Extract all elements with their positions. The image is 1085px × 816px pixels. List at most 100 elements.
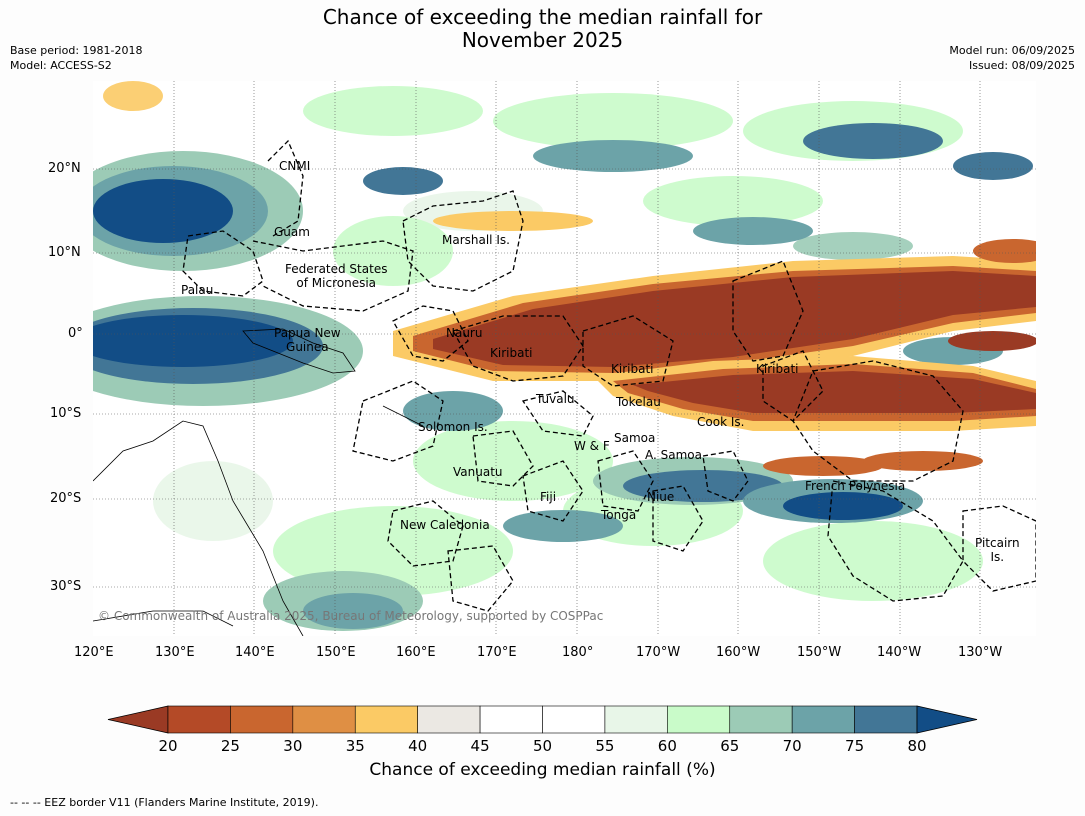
lon-label-160e: 160°E bbox=[396, 645, 436, 660]
label-cnmi: CNMI bbox=[279, 159, 310, 173]
meta-right: Model run: 06/09/2025 Issued: 08/09/2025 bbox=[949, 43, 1075, 73]
model-run: Model run: 06/09/2025 bbox=[949, 44, 1075, 57]
label-tonga-text: Tonga bbox=[601, 508, 637, 522]
lon-label-130e: 130°E bbox=[155, 645, 195, 660]
colorbar-segment bbox=[417, 705, 481, 734]
label-french-polynesia: French Polynesia bbox=[805, 479, 905, 493]
label-guam-text: Guam bbox=[274, 225, 310, 239]
label-kiribati-west-text: Kiribati bbox=[490, 346, 533, 360]
label-solomon-is: Solomon Is. bbox=[418, 420, 488, 434]
lat-label-0: 0° bbox=[68, 326, 83, 341]
label-a-samoa: A. Samoa bbox=[645, 448, 702, 462]
colorbar-tick-label: 55 bbox=[595, 737, 615, 755]
colorbar-segment bbox=[479, 705, 543, 734]
colorbar-tick-label: 20 bbox=[158, 737, 178, 755]
colorbar-segment bbox=[854, 705, 918, 734]
label-guam: Guam bbox=[274, 225, 310, 239]
eez-borders bbox=[182, 139, 1036, 612]
label-kiribati-central: Kiribati bbox=[611, 362, 653, 376]
label-cook-is: Cook Is. bbox=[697, 415, 744, 429]
colorbar-arrow-high bbox=[916, 705, 978, 734]
colorbar-tick-label: 35 bbox=[345, 737, 365, 755]
copyright-notice: © Commonwealth of Australia 2025, Bureau… bbox=[98, 609, 604, 623]
label-niue: Niue bbox=[647, 490, 674, 504]
label-solomon-is-text: Solomon Is. bbox=[418, 420, 488, 434]
label-png: Papua New Guinea bbox=[274, 326, 341, 354]
coastlines bbox=[93, 328, 424, 636]
title-line-1: Chance of exceeding the median rainfall … bbox=[322, 5, 763, 29]
colorbar-segment bbox=[791, 705, 855, 734]
colorbar-segment bbox=[292, 705, 356, 734]
colorbar-segment bbox=[604, 705, 668, 734]
label-fsm: Federated States of Micronesia bbox=[285, 262, 387, 290]
lat-label-30s: 30°S bbox=[50, 579, 82, 594]
colorbar-tick-label: 60 bbox=[657, 737, 677, 755]
wet-regions bbox=[93, 123, 1033, 631]
dry-band bbox=[393, 211, 1036, 476]
label-niue-text: Niue bbox=[647, 490, 675, 504]
label-pitcairn-line-2: Is. bbox=[990, 550, 1005, 564]
label-kiribati-central-text: Kiribati bbox=[611, 362, 654, 376]
label-fsm-line-2: of Micronesia bbox=[296, 276, 377, 290]
label-png-line-1: Papua New bbox=[274, 326, 341, 340]
colorbar-tick-label: 30 bbox=[283, 737, 303, 755]
title-line-2: November 2025 bbox=[461, 28, 624, 52]
colorbar-tick-label: 75 bbox=[845, 737, 865, 755]
colorbar-segments bbox=[107, 705, 978, 734]
lon-label-120e: 120°E bbox=[74, 645, 114, 660]
label-marshall-is: Marshall Is. bbox=[442, 233, 510, 247]
label-pitcairn-is: Pitcairn Is. bbox=[975, 536, 1020, 564]
meta-left: Base period: 1981-2018 Model: ACCESS-S2 bbox=[10, 43, 142, 73]
label-tuvalu: Tuvalu bbox=[536, 392, 575, 406]
colorbar-segment bbox=[167, 705, 231, 734]
label-kiribati-west: Kiribati bbox=[490, 346, 532, 360]
colorbar-tick-label: 40 bbox=[408, 737, 428, 755]
colorbar-tick-label: 45 bbox=[470, 737, 490, 755]
map-title: Chance of exceeding the median rainfall … bbox=[0, 6, 1085, 52]
colorbar-tick-label: 80 bbox=[907, 737, 927, 755]
model-name: Model: ACCESS-S2 bbox=[10, 59, 112, 72]
lon-label-140e: 140°E bbox=[235, 645, 275, 660]
label-french-polynesia-text: French Polynesia bbox=[805, 479, 906, 493]
lon-label-170e: 170°E bbox=[477, 645, 517, 660]
label-nauru-text: Nauru bbox=[446, 326, 483, 340]
label-fiji: Fiji bbox=[540, 490, 556, 504]
label-palau: Palau bbox=[181, 283, 213, 297]
label-palau-text: Palau bbox=[181, 283, 214, 297]
colorbar-title: Chance of exceeding median rainfall (%) bbox=[369, 760, 716, 780]
colorbar-segment bbox=[667, 705, 731, 734]
label-cook-is-text: Cook Is. bbox=[697, 415, 745, 429]
issued-date: Issued: 08/09/2025 bbox=[968, 59, 1075, 72]
lat-label-10s: 10°S bbox=[50, 406, 82, 421]
label-kiribati-east-text: Kiribati bbox=[756, 362, 799, 376]
label-marshall-is-text: Marshall Is. bbox=[442, 233, 510, 247]
label-tuvalu-text: Tuvalu bbox=[536, 392, 575, 406]
colorbar-tick-label: 70 bbox=[782, 737, 802, 755]
lon-label-130w: 130°W bbox=[958, 645, 1003, 660]
label-fiji-text: Fiji bbox=[540, 490, 557, 504]
base-period: Base period: 1981-2018 bbox=[10, 44, 143, 57]
eez-footer-note: -- -- -- EEZ border V11 (Flanders Marine… bbox=[10, 796, 319, 809]
label-w-and-f: W & F bbox=[574, 439, 610, 453]
lon-label-150e: 150°E bbox=[316, 645, 356, 660]
lat-label-10n: 10°N bbox=[48, 245, 81, 260]
label-cnmi-text: CNMI bbox=[279, 159, 311, 173]
lon-label-170w: 170°W bbox=[636, 645, 681, 660]
colorbar-tick-label: 25 bbox=[220, 737, 240, 755]
lon-label-180: 180° bbox=[562, 645, 594, 660]
label-tokelau-text: Tokelau bbox=[616, 395, 661, 409]
label-png-line-2: Guinea bbox=[286, 340, 329, 354]
colorbar-segment bbox=[230, 705, 294, 734]
colorbar-segment bbox=[354, 705, 418, 734]
label-pitcairn-line-1: Pitcairn bbox=[975, 536, 1020, 550]
label-samoa: Samoa bbox=[614, 431, 655, 445]
lon-label-150w: 150°W bbox=[797, 645, 842, 660]
lat-label-20n: 20°N bbox=[48, 161, 81, 176]
rainfall-map bbox=[93, 81, 1036, 636]
label-w-and-f-text: W & F bbox=[574, 439, 610, 453]
colorbar-tick-label: 50 bbox=[532, 737, 553, 755]
colorbar-arrow-low bbox=[107, 705, 169, 734]
colorbar-segment bbox=[542, 705, 606, 734]
label-vanuatu-text: Vanuatu bbox=[453, 465, 503, 479]
colorbar-tick-label: 65 bbox=[720, 737, 740, 755]
